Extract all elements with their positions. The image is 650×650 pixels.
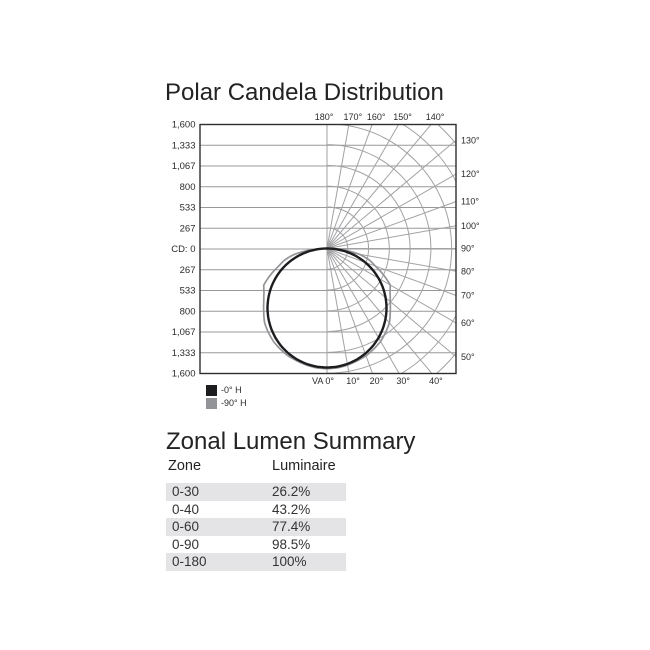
chart-legend: -0° H -90° H <box>206 385 247 409</box>
svg-text:10°: 10° <box>346 376 360 386</box>
zonal-summary-title: Zonal Lumen Summary <box>166 428 416 455</box>
svg-text:70°: 70° <box>461 291 475 301</box>
legend-swatch-90h-icon <box>206 398 217 409</box>
svg-text:1,333: 1,333 <box>172 140 196 151</box>
table-row: 0-60 77.4% <box>166 518 346 536</box>
svg-text:90°: 90° <box>461 244 475 254</box>
luminaire-cell: 100% <box>272 554 307 570</box>
svg-text:533: 533 <box>180 286 196 297</box>
svg-text:160°: 160° <box>367 112 386 122</box>
svg-text:1,333: 1,333 <box>172 348 196 359</box>
svg-text:30°: 30° <box>396 376 410 386</box>
zonal-lumen-table: Zone Luminaire 0-30 26.2% 0-40 43.2% 0-60 77.… <box>166 458 346 571</box>
svg-text:1,067: 1,067 <box>172 327 196 338</box>
table-row: 0-90 98.5% <box>166 536 346 554</box>
zonal-table-body: 0-30 26.2% 0-40 43.2% 0-60 77.4% 0-90 98.5% 0-18… <box>166 483 346 571</box>
luminaire-column-header: Luminaire <box>272 458 336 474</box>
svg-text:800: 800 <box>180 182 196 193</box>
table-row: 0-40 43.2% <box>166 501 346 519</box>
svg-text:40°: 40° <box>429 376 443 386</box>
table-row: 0-30 26.2% <box>166 483 346 501</box>
legend-label-90h: -90° H <box>221 398 247 408</box>
luminaire-cell: 77.4% <box>272 519 311 535</box>
svg-text:60°: 60° <box>461 318 475 328</box>
zone-cell: 0-40 <box>172 501 200 517</box>
svg-text:180°: 180° <box>315 112 334 122</box>
svg-text:100°: 100° <box>461 221 480 231</box>
svg-text:1,067: 1,067 <box>172 161 196 172</box>
svg-text:150°: 150° <box>393 112 412 122</box>
polar-chart-title: Polar Candela Distribution <box>165 79 444 106</box>
table-row: 0-180 100% <box>166 553 346 571</box>
svg-text:20°: 20° <box>370 376 384 386</box>
svg-text:120°: 120° <box>461 169 480 179</box>
svg-text:130°: 130° <box>461 135 480 145</box>
svg-text:140°: 140° <box>426 112 445 122</box>
legend-label-0h: -0° H <box>221 385 242 395</box>
zone-cell: 0-90 <box>172 536 200 552</box>
zone-cell: 0-60 <box>172 519 200 535</box>
svg-text:1,600: 1,600 <box>172 120 196 131</box>
legend-swatch-0h-icon <box>206 385 217 396</box>
svg-text:VA 0°: VA 0° <box>312 376 334 386</box>
svg-text:533: 533 <box>180 203 196 214</box>
svg-text:80°: 80° <box>461 266 475 276</box>
luminaire-cell: 98.5% <box>272 536 311 552</box>
legend-item-0h: -0° H <box>206 385 247 396</box>
svg-text:170°: 170° <box>344 112 363 122</box>
zone-cell: 0-180 <box>172 554 207 570</box>
svg-text:267: 267 <box>180 265 196 276</box>
luminaire-cell: 43.2% <box>272 501 311 517</box>
zone-cell: 0-30 <box>172 484 200 500</box>
legend-item-90h: -90° H <box>206 398 247 409</box>
svg-text:50°: 50° <box>461 352 475 362</box>
zone-column-header: Zone <box>168 458 202 474</box>
svg-text:CD: 0: CD: 0 <box>171 244 195 255</box>
luminaire-cell: 26.2% <box>272 484 311 500</box>
svg-text:800: 800 <box>180 306 196 317</box>
svg-text:267: 267 <box>180 223 196 234</box>
zonal-table-header-row: Zone Luminaire <box>166 458 346 483</box>
svg-text:1,600: 1,600 <box>172 369 196 380</box>
svg-text:110°: 110° <box>461 197 479 207</box>
